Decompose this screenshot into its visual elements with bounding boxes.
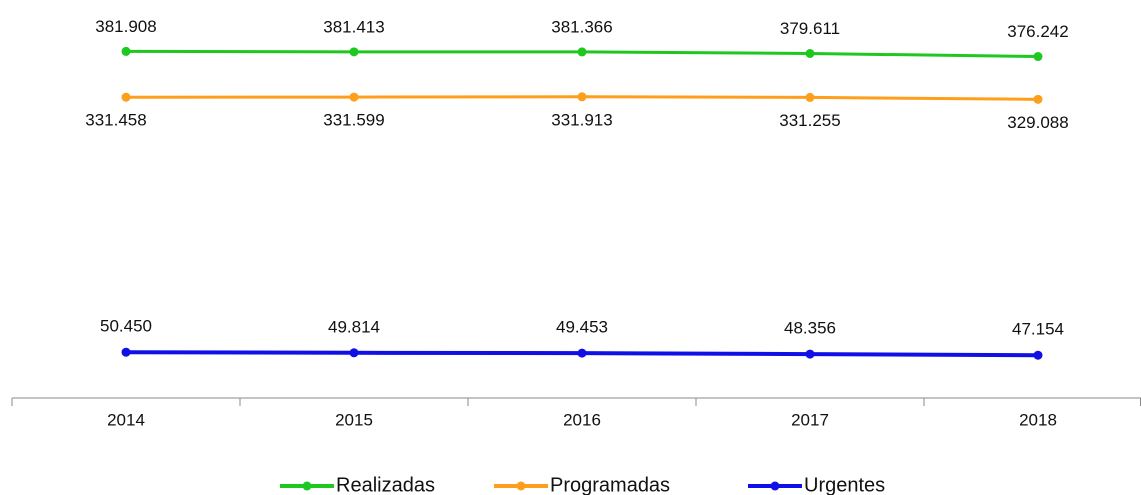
data-point [805, 49, 815, 59]
data-point [121, 347, 131, 357]
data-point [577, 47, 587, 57]
data-label: 331.913 [551, 110, 612, 129]
data-label: 329.088 [1007, 113, 1068, 132]
data-point [121, 46, 131, 56]
data-label: 47.154 [1012, 320, 1064, 339]
data-label: 331.255 [779, 111, 840, 130]
data-label: 379.611 [780, 19, 840, 38]
data-point [349, 47, 359, 57]
data-label: 381.908 [95, 17, 156, 36]
data-point [1033, 94, 1043, 104]
data-point [577, 92, 587, 102]
x-tick-label: 2017 [791, 410, 829, 429]
legend-marker [302, 481, 312, 491]
data-label: 48.356 [784, 319, 836, 338]
x-tick-label: 2016 [563, 410, 601, 429]
data-label: 49.814 [328, 317, 380, 336]
data-point [1033, 52, 1043, 62]
legend-label: Urgentes [804, 474, 885, 495]
x-tick-label: 2015 [335, 410, 373, 429]
data-label: 49.453 [556, 318, 608, 337]
data-point [349, 92, 359, 102]
legend-marker [770, 481, 780, 491]
legend-label: Programadas [550, 474, 670, 495]
legend-label: Realizadas [336, 474, 435, 495]
legend-marker [516, 481, 526, 491]
data-label: 381.366 [551, 17, 612, 36]
data-label: 331.599 [323, 111, 384, 130]
data-point [1033, 350, 1043, 360]
x-tick-label: 2018 [1019, 410, 1057, 429]
data-label: 331.458 [85, 111, 146, 130]
data-point [121, 92, 131, 102]
data-point [577, 348, 587, 358]
legend: Realizadas Programadas Urgentes [280, 474, 885, 495]
data-label: 381.413 [323, 17, 384, 36]
data-label: 50.450 [100, 317, 152, 336]
x-tick-label: 2014 [107, 410, 145, 429]
data-point [349, 348, 359, 358]
data-label: 376.242 [1007, 22, 1068, 41]
data-point [805, 92, 815, 102]
data-point [805, 349, 815, 359]
